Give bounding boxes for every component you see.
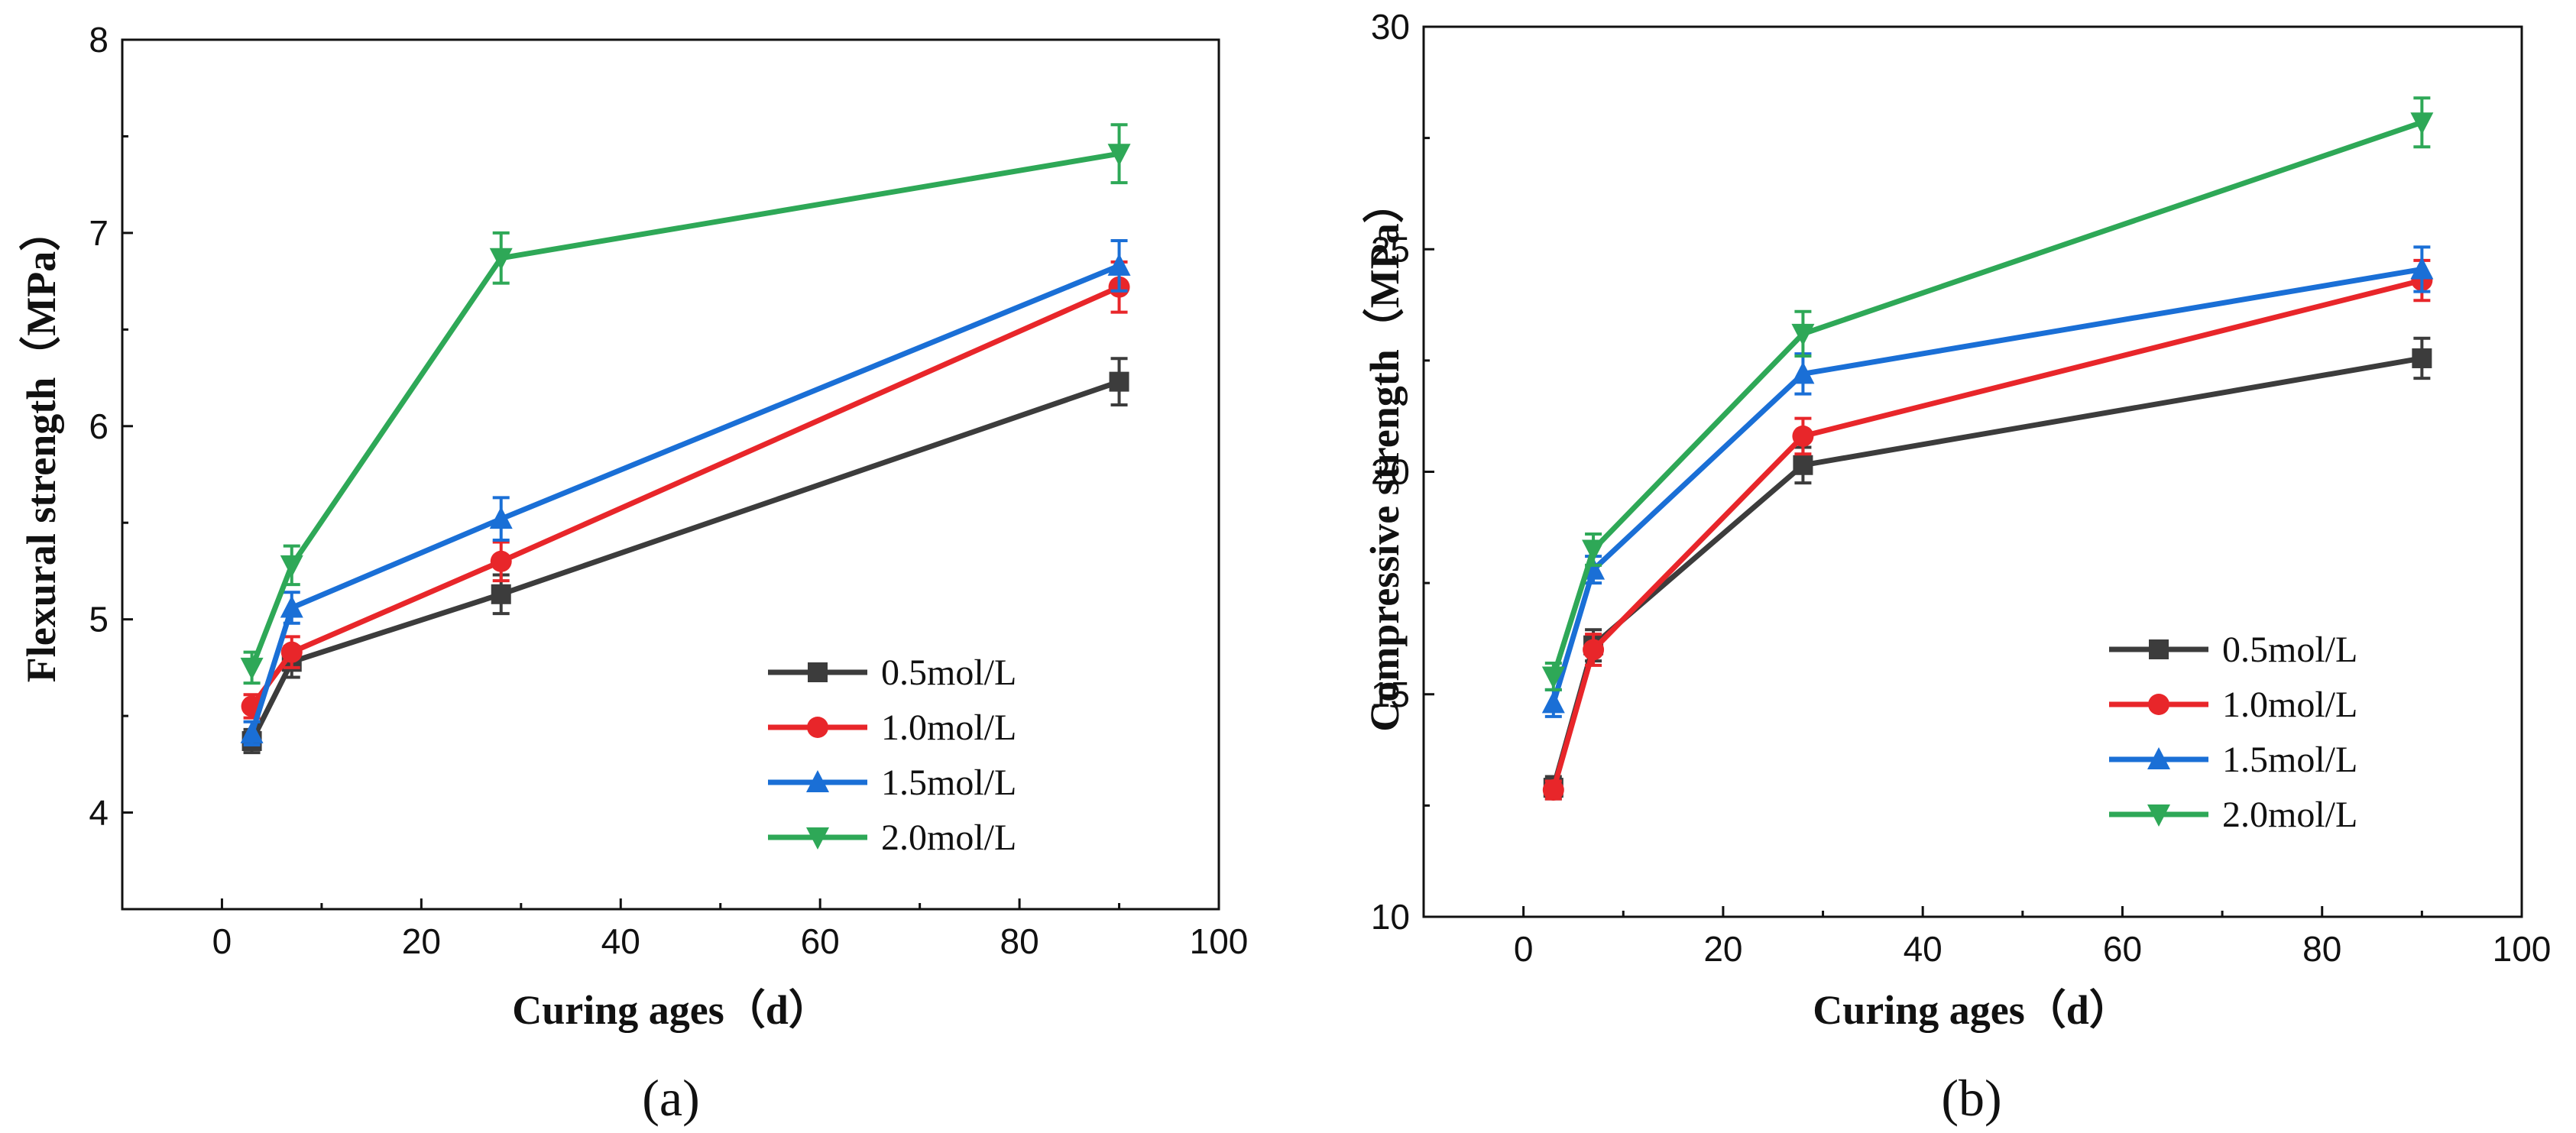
legend-label: 1.5mol/L	[2222, 740, 2357, 780]
legend-label: 1.0mol/L	[881, 707, 1016, 748]
chart-panel-a: Flexural strength（MPa） Curing ages（d） (a…	[18, 20, 1248, 1127]
data-point	[489, 507, 513, 529]
data-point	[1791, 361, 1815, 384]
data-point	[240, 720, 264, 743]
data-point	[1542, 779, 1564, 801]
x-tick-label: 40	[1904, 929, 1943, 969]
data-point	[1583, 639, 1605, 661]
legend-label: 0.5mol/L	[881, 652, 1016, 693]
x-tick-label: 60	[2103, 929, 2142, 969]
x-tick-label: 80	[1000, 921, 1039, 961]
data-point	[2410, 257, 2434, 280]
data-point	[280, 641, 303, 663]
series-0.5mol/L	[241, 357, 1129, 755]
series-1.5mol/L	[240, 239, 1131, 747]
y-tick-label: 15	[1371, 675, 1410, 714]
data-point	[1107, 253, 1131, 276]
series-2.0mol/L	[1541, 96, 2434, 691]
series-line	[249, 284, 1120, 708]
x-axis-label-b: Curing ages（d）	[1813, 987, 2130, 1033]
data-point	[1109, 371, 1129, 392]
panel-label-a: (a)	[642, 1069, 699, 1127]
data-point	[1793, 455, 1813, 475]
data-point	[489, 248, 513, 270]
data-point	[1791, 323, 1815, 346]
series-line	[249, 151, 1120, 669]
y-tick-label: 8	[89, 20, 109, 60]
y-tick-label: 4	[89, 793, 109, 833]
data-point	[2410, 112, 2434, 135]
data-point	[1107, 144, 1131, 167]
y-tick-label: 25	[1371, 229, 1410, 269]
x-tick-label: 100	[1190, 921, 1249, 961]
x-tick-label: 0	[1514, 929, 1534, 969]
series-2.0mol/L	[240, 123, 1131, 685]
x-tick-label: 40	[601, 921, 640, 961]
data-point	[1541, 666, 1565, 689]
x-tick-label: 20	[1703, 929, 1742, 969]
data-point	[490, 550, 512, 572]
series-line	[249, 379, 1120, 743]
series-1.0mol/L	[241, 260, 1130, 720]
legend-swatch-marker	[2149, 639, 2169, 659]
data-point	[491, 584, 511, 604]
data-point	[1582, 539, 1606, 562]
x-tick-label: 20	[402, 921, 441, 961]
data-point	[280, 595, 303, 618]
legend-swatch-marker	[2147, 747, 2170, 769]
x-tick-label: 0	[212, 921, 232, 961]
y-tick-label: 30	[1371, 7, 1410, 47]
series-line	[1550, 277, 2423, 791]
panel-label-b: (b)	[1941, 1069, 2001, 1127]
x-tick-label: 80	[2302, 929, 2341, 969]
series-line	[1550, 119, 2423, 678]
legend-label: 1.0mol/L	[2222, 685, 2357, 725]
legend-swatch-marker	[2147, 804, 2170, 827]
legend-b: 0.5mol/L 1.0mol/L 1.5mol/L 2.0mol/L	[2109, 630, 2357, 835]
data-point	[240, 657, 264, 680]
series-line	[1550, 267, 2422, 704]
plot-frame-a	[121, 38, 1220, 911]
legend-label: 2.0mol/L	[2222, 795, 2357, 835]
chart-panel-b: Compressive strength（MPa） Curing ages（d）…	[1362, 7, 2551, 1127]
legend-label: 0.5mol/L	[2222, 630, 2357, 670]
legend-label: 1.5mol/L	[881, 762, 1016, 803]
x-tick-label: 100	[2493, 929, 2552, 969]
plot-frame-b	[1422, 25, 2523, 918]
legend-swatch-marker	[2148, 694, 2169, 715]
x-tick-label: 60	[801, 921, 840, 961]
y-tick-label: 7	[89, 213, 109, 253]
y-axis-label-a: Flexural strength（MPa）	[18, 210, 64, 682]
legend-a: 0.5mol/L 1.0mol/L 1.5mol/L 2.0mol/L	[768, 652, 1016, 858]
legend-swatch-marker	[806, 770, 829, 792]
y-axis-label-b: Compressive strength（MPa）	[1362, 182, 1408, 731]
series-1.0mol/L	[1542, 258, 2433, 801]
x-axis-label-a: Curing ages（d）	[512, 987, 830, 1033]
data-point	[1541, 691, 1565, 714]
data-point	[280, 555, 303, 578]
data-point	[1792, 425, 1814, 447]
y-tick-label: 10	[1371, 897, 1410, 937]
legend-swatch-marker	[806, 827, 829, 850]
data-point	[2412, 348, 2432, 368]
legend-label: 2.0mol/L	[881, 817, 1016, 858]
legend-swatch-marker	[807, 717, 828, 738]
y-tick-label: 6	[89, 406, 109, 446]
legend-swatch-marker	[808, 662, 828, 682]
series-line	[249, 263, 1120, 734]
y-tick-label: 20	[1371, 452, 1410, 492]
y-tick-label: 5	[89, 600, 109, 639]
